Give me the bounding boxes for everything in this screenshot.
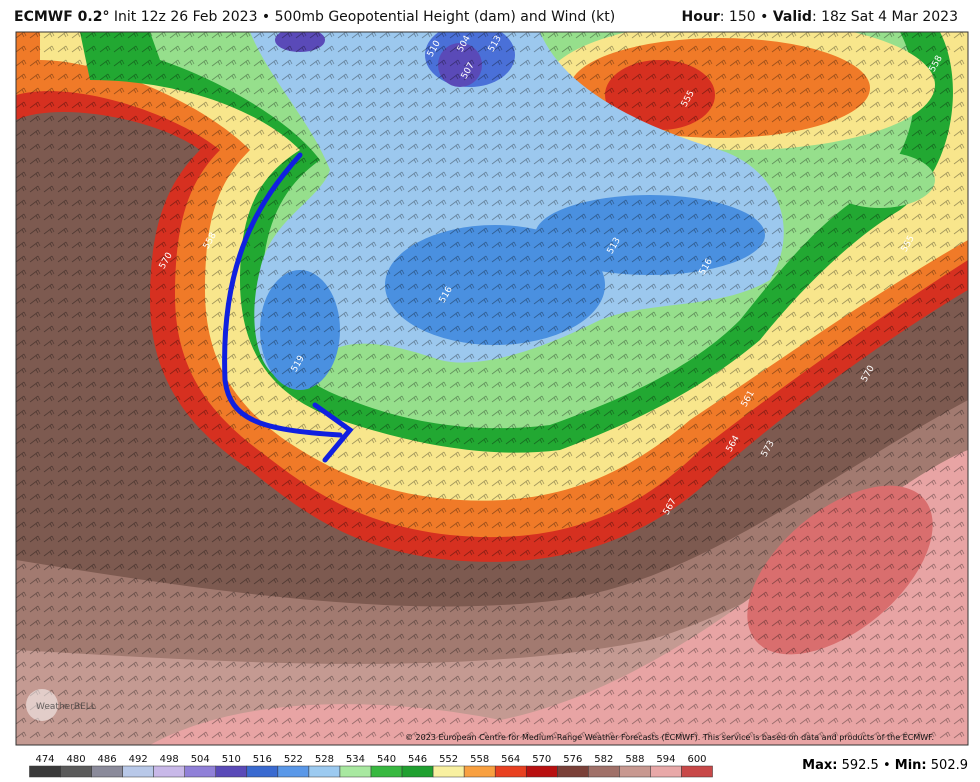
footer: Max: 592.5 • Min: 502.9 — [802, 758, 968, 773]
legend-swatch — [588, 765, 620, 778]
legend-label: 480 — [67, 754, 86, 765]
legend-swatch — [650, 765, 682, 778]
legend-label: 498 — [160, 754, 179, 765]
legend-swatch — [557, 765, 589, 778]
legend-swatch — [60, 765, 92, 778]
legend-label: 600 — [687, 754, 706, 765]
legend-swatch — [494, 765, 527, 778]
legend-label: 528 — [315, 754, 334, 765]
legend-label: 552 — [439, 754, 458, 765]
legend-swatch — [153, 765, 185, 778]
legend-label: 522 — [284, 754, 303, 765]
valid-value: : 18z Sat 4 Mar 2023 — [811, 9, 958, 25]
model: ECMWF 0.2° — [14, 9, 110, 25]
valid-label: Valid — [772, 9, 812, 25]
header-left: ECMWF 0.2° Init 12z 26 Feb 2023 • 500mb … — [14, 9, 615, 25]
legend-label: 540 — [377, 754, 396, 765]
legend-swatch — [122, 765, 154, 778]
legend-swatch — [401, 765, 434, 778]
legend-label: 516 — [253, 754, 272, 765]
legend-label: 594 — [656, 754, 675, 765]
min-value: 502.9 — [930, 758, 968, 773]
header-right: Hour: 150 • Valid: 18z Sat 4 Mar 2023 — [682, 9, 958, 25]
legend-label: 582 — [594, 754, 613, 765]
map-fills — [16, 32, 968, 745]
legend-swatch — [681, 765, 713, 778]
legend-swatch — [463, 765, 496, 778]
legend-swatch — [246, 765, 279, 778]
legend-swatch — [184, 765, 217, 778]
legend-swatch — [215, 765, 248, 778]
max-label: Max: — [802, 758, 838, 773]
description: Init 12z 26 Feb 2023 • 500mb Geopotentia… — [113, 9, 616, 25]
legend-label: 486 — [98, 754, 117, 765]
hour-label: Hour — [681, 9, 720, 25]
legend-swatch — [91, 765, 123, 778]
legend-swatch — [525, 765, 558, 778]
legend-label: 576 — [563, 754, 582, 765]
max-value: 592.5 — [841, 758, 879, 773]
legend-swatch — [339, 765, 372, 778]
legend-label: 546 — [408, 754, 427, 765]
legend-label: 558 — [470, 754, 489, 765]
legend-label: 588 — [625, 754, 644, 765]
legend-label: 474 — [35, 754, 54, 765]
legend-label: 504 — [191, 754, 210, 765]
legend-swatch — [432, 765, 465, 778]
legend-label: 570 — [532, 754, 551, 765]
separator: • — [882, 758, 891, 773]
legend-label: 534 — [346, 754, 365, 765]
legend-label: 510 — [222, 754, 241, 765]
legend-label: 564 — [501, 754, 520, 765]
legend-swatch — [29, 765, 61, 778]
legend-swatch — [277, 765, 310, 778]
legend-label: 492 — [129, 754, 148, 765]
legend-swatch — [308, 765, 341, 778]
min-label: Min: — [894, 758, 927, 773]
copyright: © 2023 European Centre for Medium-Range … — [405, 733, 934, 742]
legend-swatch — [619, 765, 651, 778]
hour-value: : 150 • — [719, 9, 773, 25]
logo: WeatherBELL — [36, 702, 96, 712]
legend-swatch — [370, 765, 403, 778]
